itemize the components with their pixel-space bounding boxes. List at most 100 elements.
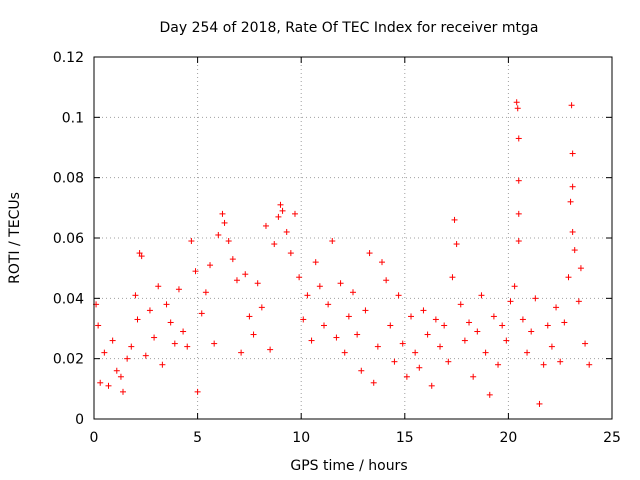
data-point xyxy=(391,358,398,365)
chart-title: Day 254 of 2018, Rate Of TEC Index for r… xyxy=(160,20,539,36)
data-point xyxy=(262,222,269,229)
data-point xyxy=(403,373,410,380)
data-point xyxy=(250,331,257,338)
data-point xyxy=(167,319,174,326)
data-point xyxy=(374,343,381,350)
data-point xyxy=(486,391,493,398)
data-point xyxy=(113,367,120,374)
data-point xyxy=(120,388,127,395)
data-point xyxy=(420,307,427,314)
data-point xyxy=(457,301,464,308)
x-tick-label: 10 xyxy=(292,430,310,446)
data-point xyxy=(146,307,153,314)
data-point xyxy=(532,295,539,302)
data-point xyxy=(337,280,344,287)
data-point xyxy=(586,361,593,368)
data-point xyxy=(432,316,439,323)
data-point xyxy=(449,274,456,281)
x-tick-label: 25 xyxy=(603,430,621,446)
data-point xyxy=(97,379,104,386)
data-point xyxy=(362,307,369,314)
y-tick-label: 0.12 xyxy=(53,50,84,66)
data-point xyxy=(395,292,402,299)
data-point xyxy=(180,328,187,335)
data-points xyxy=(93,99,593,407)
data-point xyxy=(225,238,232,245)
data-point xyxy=(428,382,435,389)
data-point xyxy=(312,259,319,266)
data-point xyxy=(354,331,361,338)
data-point xyxy=(134,316,141,323)
data-point xyxy=(221,219,228,226)
data-point xyxy=(159,361,166,368)
data-point xyxy=(482,349,489,356)
data-point xyxy=(553,304,560,311)
data-point xyxy=(194,388,201,395)
data-point xyxy=(569,183,576,190)
data-point xyxy=(499,322,506,329)
data-point xyxy=(495,361,502,368)
data-point xyxy=(515,238,522,245)
data-point xyxy=(171,340,178,347)
x-axis-label: GPS time / hours xyxy=(290,458,407,474)
data-point xyxy=(188,238,195,245)
data-point xyxy=(105,382,112,389)
data-point xyxy=(155,283,162,290)
data-point xyxy=(192,268,199,275)
data-point xyxy=(329,238,336,245)
data-point xyxy=(536,400,543,407)
data-point xyxy=(258,304,265,311)
data-point xyxy=(478,292,485,299)
y-tick-label: 0.06 xyxy=(53,231,84,247)
data-point xyxy=(198,310,205,317)
data-point xyxy=(219,210,226,217)
data-point xyxy=(320,322,327,329)
data-point xyxy=(325,301,332,308)
data-point xyxy=(254,280,261,287)
data-point xyxy=(333,334,340,341)
data-point xyxy=(341,349,348,356)
data-point xyxy=(345,313,352,320)
data-point xyxy=(399,340,406,347)
x-tick-label: 20 xyxy=(499,430,517,446)
data-point xyxy=(275,213,282,220)
data-point xyxy=(308,337,315,344)
y-tick-label: 0 xyxy=(75,412,84,428)
data-point xyxy=(575,298,582,305)
data-point xyxy=(568,102,575,109)
data-point xyxy=(316,283,323,290)
data-point xyxy=(511,283,518,290)
data-point xyxy=(207,262,214,269)
data-point xyxy=(151,334,158,341)
data-point xyxy=(291,210,298,217)
y-tick-label: 0.1 xyxy=(62,110,84,126)
data-point xyxy=(229,256,236,263)
data-point xyxy=(366,250,373,257)
x-tick-label: 5 xyxy=(193,430,202,446)
data-point xyxy=(519,316,526,323)
data-point xyxy=(408,313,415,320)
data-point xyxy=(567,198,574,205)
data-point xyxy=(233,277,240,284)
data-point xyxy=(515,177,522,184)
axis-ticks: 0 5 10 15 20 25 0 0.02 0.04 0.06 0.08 0.1 0.12 xyxy=(53,50,621,446)
data-point xyxy=(279,207,286,214)
data-point xyxy=(175,286,182,293)
data-point xyxy=(577,265,584,272)
data-point xyxy=(451,216,458,223)
data-point xyxy=(383,277,390,284)
data-point xyxy=(163,301,170,308)
data-point xyxy=(95,322,102,329)
x-tick-label: 0 xyxy=(90,430,99,446)
y-tick-label: 0.04 xyxy=(53,291,84,307)
data-point xyxy=(283,228,290,235)
data-point xyxy=(109,337,116,344)
data-point xyxy=(267,346,274,353)
y-axis-label: ROTI / TECUs xyxy=(7,192,23,284)
data-point xyxy=(474,328,481,335)
data-point xyxy=(287,250,294,257)
data-point xyxy=(124,355,131,362)
data-point xyxy=(466,319,473,326)
data-point xyxy=(461,337,468,344)
data-point xyxy=(524,349,531,356)
